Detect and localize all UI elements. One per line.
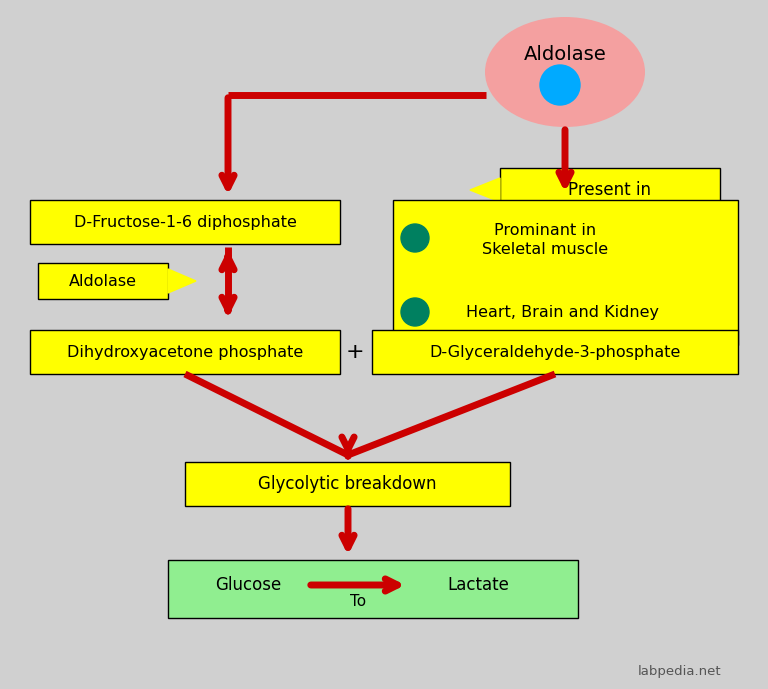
FancyBboxPatch shape [185,462,510,506]
FancyBboxPatch shape [168,560,578,618]
Text: Aldolase: Aldolase [69,274,137,289]
FancyBboxPatch shape [393,200,738,345]
Text: labpedia.net: labpedia.net [638,666,722,679]
Text: Glycolytic breakdown: Glycolytic breakdown [258,475,437,493]
Text: Present in: Present in [568,181,651,199]
Text: Aldolase: Aldolase [524,45,607,65]
Text: Prominant in
Skeletal muscle: Prominant in Skeletal muscle [482,223,608,257]
Text: Dihydroxyacetone phosphate: Dihydroxyacetone phosphate [67,344,303,360]
Text: +: + [346,342,364,362]
Text: Lactate: Lactate [447,576,509,594]
FancyBboxPatch shape [500,168,720,212]
Circle shape [401,298,429,326]
Text: Glucose: Glucose [215,576,281,594]
Text: D-Fructose-1-6 diphosphate: D-Fructose-1-6 diphosphate [74,214,296,229]
Ellipse shape [485,17,645,127]
FancyBboxPatch shape [30,200,340,244]
FancyBboxPatch shape [38,263,168,299]
Circle shape [540,65,580,105]
Text: Heart, Brain and Kidney: Heart, Brain and Kidney [466,305,660,320]
Circle shape [401,224,429,252]
FancyBboxPatch shape [30,330,340,374]
Polygon shape [168,269,196,293]
FancyBboxPatch shape [372,330,738,374]
Polygon shape [470,178,500,202]
Text: To: To [350,595,366,610]
Text: D-Glyceraldehyde-3-phosphate: D-Glyceraldehyde-3-phosphate [429,344,680,360]
